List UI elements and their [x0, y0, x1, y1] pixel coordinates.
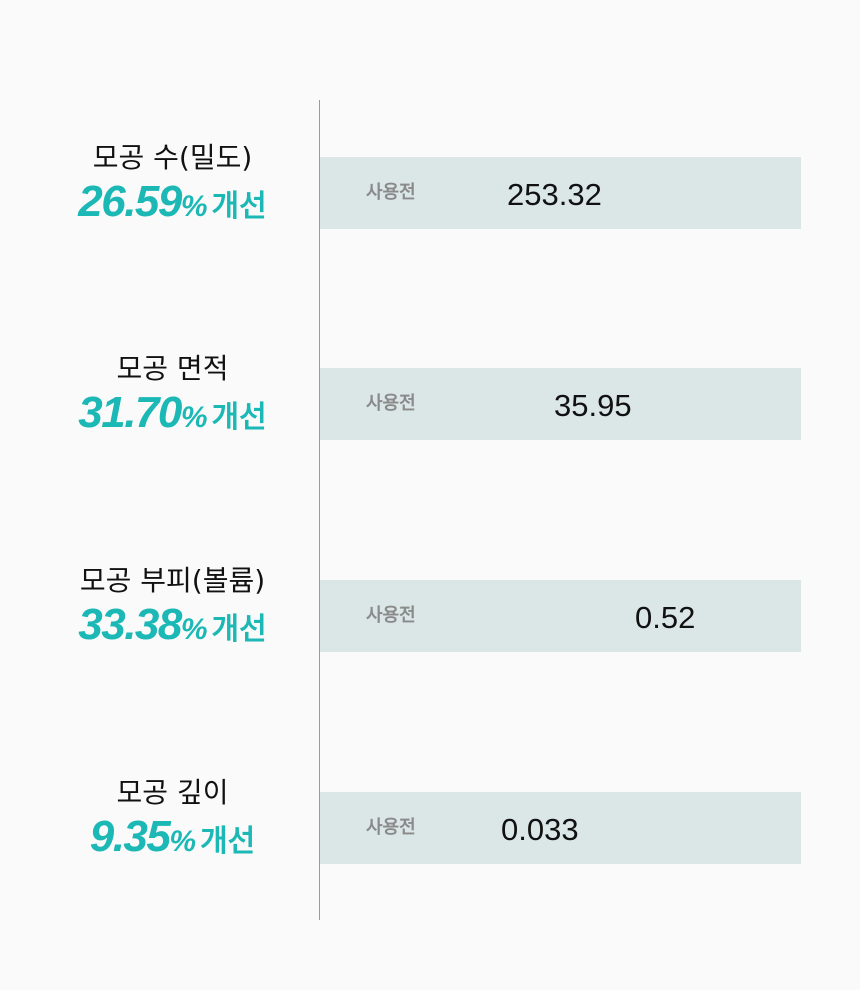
before-value-bar-1: 사용전 35.95	[320, 368, 801, 440]
before-value-bar-3: 사용전 0.033	[320, 792, 801, 864]
before-tag: 사용전	[366, 605, 416, 626]
metric-name: 모공 깊이	[116, 776, 229, 809]
improvement-value: 33.38	[78, 600, 182, 649]
metric-improvement: 26.59% 개선	[0, 178, 345, 236]
metric-label-1: 모공 면적 31.70% 개선	[0, 351, 345, 447]
improvement-word: 개선	[211, 189, 267, 224]
metric-label-3: 모공 깊이 9.35% 개선	[0, 775, 345, 871]
improvement-value: 31.70	[78, 388, 182, 437]
before-value: 35.95	[554, 388, 632, 423]
metric-improvement: 33.38% 개선	[0, 601, 345, 659]
metric-label-2: 모공 부피(볼륨) 33.38% 개선	[0, 563, 345, 659]
before-value: 0.033	[501, 812, 579, 847]
before-tag: 사용전	[366, 393, 416, 414]
before-value-bar-2: 사용전 0.52	[320, 580, 801, 652]
percent-sign: %	[180, 190, 208, 223]
improvement-word: 개선	[200, 824, 256, 859]
improvement-value: 26.59	[78, 177, 182, 226]
improvement-value: 9.35	[89, 812, 171, 861]
metric-improvement: 9.35% 개선	[0, 813, 345, 871]
before-tag: 사용전	[366, 182, 416, 203]
metric-name: 모공 면적	[116, 352, 229, 385]
vertical-divider	[319, 100, 320, 920]
improvement-word: 개선	[211, 400, 267, 435]
before-value: 253.32	[507, 177, 602, 212]
metric-name: 모공 수(밀도)	[92, 141, 253, 174]
before-value: 0.52	[635, 600, 696, 635]
metric-name: 모공 부피(볼륨)	[79, 564, 266, 597]
percent-sign: %	[180, 613, 208, 646]
metric-improvement: 31.70% 개선	[0, 389, 345, 447]
improvement-word: 개선	[211, 612, 267, 647]
percent-sign: %	[169, 825, 197, 858]
before-tag: 사용전	[366, 817, 416, 838]
percent-sign: %	[180, 401, 208, 434]
metric-label-0: 모공 수(밀도) 26.59% 개선	[0, 140, 345, 236]
before-value-bar-0: 사용전 253.32	[320, 157, 801, 229]
